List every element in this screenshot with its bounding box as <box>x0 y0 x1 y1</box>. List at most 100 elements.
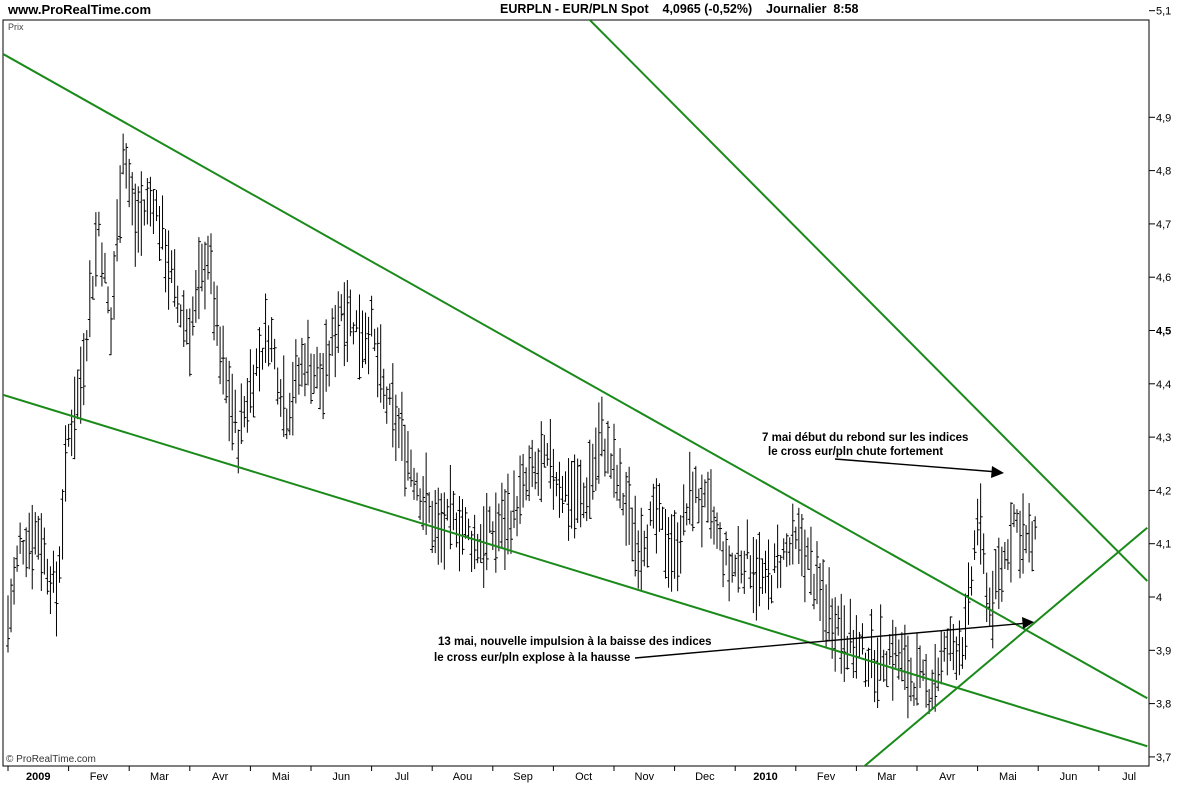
y-tick-label: 4,7 <box>1156 219 1171 231</box>
ohlc-bar <box>287 392 292 436</box>
chart-header: www.ProRealTime.com EURPLN - EUR/PLN Spo… <box>0 0 1200 20</box>
ohlc-bar <box>730 552 735 583</box>
ohlc-bar <box>366 316 371 375</box>
x-tick-label: Jun <box>332 771 350 783</box>
y-tick-label: 4,5 <box>1156 326 1171 338</box>
ohlc-bar <box>12 557 17 605</box>
ohlc-bar <box>257 327 262 392</box>
ohlc-bar <box>551 448 556 510</box>
ohlc-bar <box>172 249 177 307</box>
x-tick-label: Fev <box>817 771 836 783</box>
ohlc-bar <box>24 527 29 578</box>
ohlc-bar <box>845 635 850 670</box>
ohlc-bar <box>233 389 238 434</box>
y-tick-label: 3,9 <box>1156 645 1171 657</box>
site-name[interactable]: www.ProRealTime.com <box>8 2 152 17</box>
ohlc-bar <box>148 176 153 227</box>
ohlc-bar <box>445 498 450 521</box>
x-tick-label: Jul <box>395 771 409 783</box>
ohlc-bar <box>215 285 220 346</box>
ohlc-bar <box>842 605 847 682</box>
ohlc-bar <box>348 289 353 337</box>
ohlc-bar <box>151 189 156 235</box>
y-tick-label: 3,8 <box>1156 699 1171 711</box>
ohlc-bar <box>811 573 816 610</box>
ohlc-bar <box>963 593 968 660</box>
ohlc-bar <box>884 651 889 688</box>
ohlc-bar <box>869 609 874 679</box>
x-tick-label: Sep <box>513 771 533 783</box>
annotation-impulse-line1: 13 mai, nouvelle impulsion à la baisse d… <box>438 636 712 648</box>
ohlc-bar <box>239 383 244 445</box>
ohlc-bar <box>824 584 829 648</box>
ohlc-bar <box>163 228 168 293</box>
ohlc-bar <box>51 550 56 593</box>
ohlc-bar <box>105 286 110 314</box>
ohlc-bar <box>63 425 68 502</box>
ohlc-bar <box>121 133 126 175</box>
ohlc-bar <box>936 657 941 692</box>
ohlc-bar <box>799 513 804 577</box>
ohlc-bar <box>763 550 768 594</box>
ohlc-bar <box>321 353 326 420</box>
ohlc-bar <box>584 477 589 522</box>
ohlc-bar <box>1008 502 1013 583</box>
x-tick-label: 2009 <box>26 771 50 783</box>
ohlc-bar <box>778 555 783 588</box>
ohlc-bar <box>160 195 165 250</box>
ohlc-bar <box>557 461 562 518</box>
ohlc-bar <box>999 546 1004 602</box>
ohlc-bar <box>815 541 820 605</box>
ohlc-bar <box>772 543 777 573</box>
ohlc-bar <box>478 524 483 564</box>
ohlc-bar <box>821 559 826 641</box>
ohlc-bar <box>1021 493 1026 574</box>
ohlc-bar <box>360 310 365 368</box>
ohlc-bar <box>639 507 644 591</box>
ohlc-bar <box>305 319 310 386</box>
ohlc-bar <box>648 501 653 526</box>
ohlc-bar <box>715 512 720 549</box>
ohlc-bar <box>75 369 80 420</box>
ohlc-bar <box>918 645 923 689</box>
ohlc-bar <box>587 439 592 519</box>
ohlc-bar <box>96 211 101 237</box>
ohlc-bar <box>718 522 723 551</box>
ohlc-bar <box>539 421 544 503</box>
ohlc-bar <box>533 451 538 490</box>
ohlc-bar <box>293 339 298 404</box>
ohlc-bar <box>1030 521 1035 572</box>
ohlc-bar <box>102 252 107 284</box>
annotation-arrowhead-impulse <box>1022 617 1034 629</box>
ohlc-bar <box>209 233 214 295</box>
ohlc-bar <box>402 424 407 497</box>
ohlc-bar <box>572 454 577 539</box>
ohlc-bar <box>990 570 995 649</box>
ohlc-bar <box>27 512 32 570</box>
ohlc-bar <box>754 539 759 621</box>
ohlc-bar <box>290 361 295 436</box>
ohlc-bar <box>178 304 183 328</box>
ohlc-bar <box>602 438 607 477</box>
ohlc-bar <box>593 427 598 491</box>
ohlc-bar <box>36 515 41 560</box>
ohlc-bar <box>575 458 580 523</box>
ohlc-bar <box>1005 539 1010 571</box>
x-tick-label: Mar <box>150 771 169 783</box>
ohlc-bar <box>748 555 753 589</box>
ohlc-bar <box>605 420 610 474</box>
ohlc-bar <box>512 470 517 529</box>
ohlc-bar <box>375 327 380 398</box>
ohlc-bar <box>275 367 280 405</box>
ohlc-bar <box>875 637 880 709</box>
ohlc-bar <box>60 489 65 560</box>
ohlc-bar <box>281 355 286 438</box>
ohlc-bar <box>499 482 504 549</box>
ohlc-bar <box>518 455 523 524</box>
ohlc-bar <box>333 304 338 378</box>
ohlc-bar <box>475 533 480 564</box>
ohlc-bar <box>678 515 683 574</box>
ohlc-bar <box>615 464 620 501</box>
ohlc-bar <box>157 205 162 262</box>
x-tick-label: Fev <box>90 771 109 783</box>
